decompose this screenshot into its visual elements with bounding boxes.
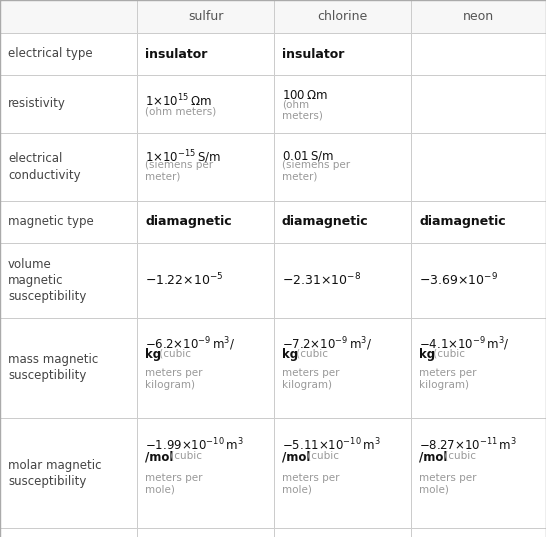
- Text: $-2.31{\times}10^{-8}$: $-2.31{\times}10^{-8}$: [282, 272, 361, 289]
- Text: meters per
mole): meters per mole): [419, 473, 477, 495]
- Bar: [274, 0, 411, 33]
- Text: (ohm meters): (ohm meters): [145, 106, 216, 117]
- Text: sulfur: sulfur: [188, 10, 223, 23]
- Text: meters per
kilogram): meters per kilogram): [282, 368, 340, 390]
- Bar: [411, 243, 546, 318]
- Text: diamagnetic: diamagnetic: [282, 215, 369, 229]
- Text: (ohm
meters): (ohm meters): [282, 99, 323, 121]
- Text: diamagnetic: diamagnetic: [145, 215, 232, 229]
- Bar: [411, 418, 546, 528]
- Text: $-5.11{\times}10^{-10}\,\mathrm{m^3}$: $-5.11{\times}10^{-10}\,\mathrm{m^3}$: [282, 436, 381, 453]
- Text: meters per
kilogram): meters per kilogram): [419, 368, 477, 390]
- Text: $-6.2{\times}10^{-9}\,\mathrm{m^3/}$: $-6.2{\times}10^{-9}\,\mathrm{m^3/}$: [145, 335, 235, 353]
- Bar: [411, 75, 546, 133]
- Bar: [0, 133, 137, 201]
- Text: $-1.99{\times}10^{-10}\,\mathrm{m^3}$: $-1.99{\times}10^{-10}\,\mathrm{m^3}$: [145, 436, 244, 453]
- Text: $1{\times}10^{-15}\,\mathrm{S/m}$: $1{\times}10^{-15}\,\mathrm{S/m}$: [145, 149, 221, 166]
- Bar: [0, 0, 137, 33]
- Text: neon: neon: [463, 10, 494, 23]
- Bar: [274, 243, 411, 318]
- Text: (cubic: (cubic: [293, 349, 328, 358]
- Text: /mol: /mol: [419, 451, 447, 464]
- Bar: [137, 201, 274, 243]
- Bar: [0, 528, 137, 537]
- Text: magnetic type: magnetic type: [8, 215, 94, 229]
- Text: kg: kg: [419, 349, 435, 361]
- Text: (siemens per
meter): (siemens per meter): [282, 161, 350, 182]
- Text: meters per
mole): meters per mole): [282, 473, 340, 495]
- Bar: [0, 75, 137, 133]
- Text: /mol: /mol: [282, 451, 310, 464]
- Bar: [274, 133, 411, 201]
- Bar: [274, 528, 411, 537]
- Text: resistivity: resistivity: [8, 98, 66, 111]
- Text: mass magnetic
susceptibility: mass magnetic susceptibility: [8, 353, 98, 382]
- Bar: [137, 318, 274, 418]
- Text: insulator: insulator: [282, 47, 345, 61]
- Bar: [274, 318, 411, 418]
- Text: $1{\times}10^{15}\,\Omega\mathrm{m}$: $1{\times}10^{15}\,\Omega\mathrm{m}$: [145, 92, 212, 109]
- Text: (cubic: (cubic: [167, 451, 202, 461]
- Text: (cubic: (cubic: [441, 451, 476, 461]
- Bar: [0, 201, 137, 243]
- Text: molar magnetic
susceptibility: molar magnetic susceptibility: [8, 459, 102, 488]
- Bar: [411, 318, 546, 418]
- Bar: [411, 528, 546, 537]
- Bar: [0, 243, 137, 318]
- Text: $-8.27{\times}10^{-11}\,\mathrm{m^3}$: $-8.27{\times}10^{-11}\,\mathrm{m^3}$: [419, 436, 517, 453]
- Text: kg: kg: [282, 349, 298, 361]
- Text: (cubic: (cubic: [430, 349, 465, 358]
- Bar: [411, 33, 546, 75]
- Text: $100\,\Omega\mathrm{m}$: $100\,\Omega\mathrm{m}$: [282, 89, 328, 102]
- Text: (cubic: (cubic: [304, 451, 339, 461]
- Text: (cubic: (cubic: [156, 349, 191, 358]
- Bar: [274, 33, 411, 75]
- Text: (siemens per
meter): (siemens per meter): [145, 161, 213, 182]
- Bar: [137, 418, 274, 528]
- Text: diamagnetic: diamagnetic: [419, 215, 506, 229]
- Bar: [411, 0, 546, 33]
- Text: /mol: /mol: [145, 451, 174, 464]
- Text: chlorine: chlorine: [317, 10, 367, 23]
- Bar: [274, 75, 411, 133]
- Bar: [274, 201, 411, 243]
- Bar: [137, 0, 274, 33]
- Text: $0.01\,\mathrm{S/m}$: $0.01\,\mathrm{S/m}$: [282, 149, 334, 163]
- Text: $-4.1{\times}10^{-9}\,\mathrm{m^3/}$: $-4.1{\times}10^{-9}\,\mathrm{m^3/}$: [419, 335, 510, 353]
- Bar: [137, 243, 274, 318]
- Text: electrical type: electrical type: [8, 47, 93, 61]
- Text: meters per
kilogram): meters per kilogram): [145, 368, 203, 390]
- Text: $-3.69{\times}10^{-9}$: $-3.69{\times}10^{-9}$: [419, 272, 498, 289]
- Bar: [0, 33, 137, 75]
- Text: $-7.2{\times}10^{-9}\,\mathrm{m^3/}$: $-7.2{\times}10^{-9}\,\mathrm{m^3/}$: [282, 335, 372, 353]
- Bar: [137, 133, 274, 201]
- Bar: [0, 318, 137, 418]
- Text: $-1.22{\times}10^{-5}$: $-1.22{\times}10^{-5}$: [145, 272, 223, 289]
- Text: meters per
mole): meters per mole): [145, 473, 203, 495]
- Text: kg: kg: [145, 349, 161, 361]
- Bar: [137, 75, 274, 133]
- Bar: [411, 133, 546, 201]
- Bar: [137, 33, 274, 75]
- Bar: [411, 201, 546, 243]
- Text: electrical
conductivity: electrical conductivity: [8, 153, 81, 182]
- Text: insulator: insulator: [145, 47, 207, 61]
- Text: volume
magnetic
susceptibility: volume magnetic susceptibility: [8, 258, 86, 303]
- Bar: [274, 418, 411, 528]
- Bar: [0, 418, 137, 528]
- Bar: [137, 528, 274, 537]
